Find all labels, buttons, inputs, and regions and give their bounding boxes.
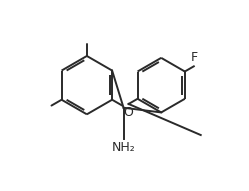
Text: F: F bbox=[191, 51, 198, 64]
Text: O: O bbox=[124, 106, 133, 119]
Text: NH₂: NH₂ bbox=[112, 141, 135, 154]
